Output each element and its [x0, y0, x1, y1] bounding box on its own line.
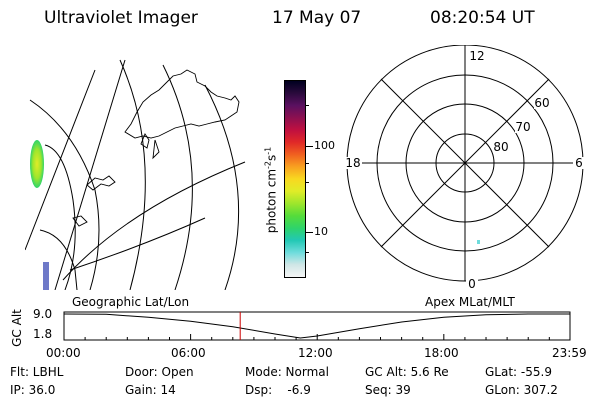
timeline-xtick: 12:00 [298, 346, 333, 360]
polar-emission [477, 240, 480, 244]
info-dsp: Dsp: -6.9 [245, 383, 311, 397]
geographic-map [25, 59, 246, 290]
aurora-emission [30, 140, 44, 188]
meridian-line [204, 84, 240, 290]
info-ip: IP: 36.0 [10, 383, 56, 397]
mlt-label-18: 18 [345, 156, 360, 170]
info-glat: GLat: -55.9 [485, 365, 552, 379]
latitude-line [69, 217, 206, 271]
mlt-label-6: 6 [575, 156, 583, 170]
colorbar-tick [305, 146, 313, 147]
meridian-line [162, 64, 193, 290]
mlt-label-0: 0 [468, 277, 476, 291]
date-label: 17 May 07 [272, 8, 362, 28]
colorbar-minor-tick [305, 105, 309, 106]
timeline-xtick: 23:59 [552, 346, 587, 360]
meridian-line [25, 69, 96, 251]
coastline [152, 139, 160, 160]
latitude-line [39, 229, 78, 290]
lat-label-60: 60 [534, 96, 549, 110]
timeline-xtick: 06:00 [171, 346, 206, 360]
coastline [86, 175, 116, 191]
coastline [140, 133, 150, 149]
info-flt: Flt: LBHL [10, 365, 64, 379]
colorbar-tick-label: 10 [314, 225, 328, 238]
color-bar [284, 80, 306, 278]
latitude-line [62, 161, 246, 281]
colorbar-tick-label: 100 [314, 139, 335, 152]
apex-caption: Apex MLat/MLT [425, 295, 515, 309]
info-gain: Gain: 14 [125, 383, 176, 397]
timeline-xtick: 18:00 [424, 346, 459, 360]
mlt-label-12: 12 [469, 49, 484, 63]
latitude-line [29, 99, 100, 290]
timeline-xtick: 00:00 [46, 346, 81, 360]
lat-label-80: 80 [493, 140, 508, 154]
info-mode: Mode: Normal [245, 365, 329, 379]
polar-axis [380, 78, 550, 248]
colorbar-minor-tick [305, 252, 309, 253]
coastline [72, 215, 88, 227]
timeline-plot [63, 311, 571, 341]
polar-plot: 12 18 6 0 60 70 80 [344, 45, 585, 291]
colorbar-tick [305, 232, 313, 233]
timeline-ylabel: GC Alt [10, 309, 24, 347]
colorbar-minor-tick [305, 163, 309, 164]
meridian-line [119, 59, 146, 290]
info-gc-alt: GC Alt: 5.6 Re [365, 365, 449, 379]
coastline [124, 69, 240, 139]
geo-caption: Geographic Lat/Lon [72, 295, 190, 309]
lat-label-70: 70 [515, 120, 530, 134]
colorbar-unit-label: photon cm-2s-1 [263, 146, 279, 234]
time-label: 08:20:54 UT [430, 8, 535, 28]
info-glon: GLon: 307.2 [485, 383, 558, 397]
latitude-line [44, 144, 76, 290]
timeline-ytick: 9.0 [33, 307, 53, 321]
colorbar-minor-tick [305, 182, 309, 183]
view-edge [43, 262, 49, 290]
timeline-ytick: 1.8 [33, 327, 53, 341]
instrument-title: Ultraviolet Imager [44, 8, 198, 28]
altitude-curve [63, 313, 570, 339]
info-seq: Seq: 39 [365, 383, 411, 397]
info-door: Door: Open [125, 365, 194, 379]
meridian-line [54, 59, 126, 290]
